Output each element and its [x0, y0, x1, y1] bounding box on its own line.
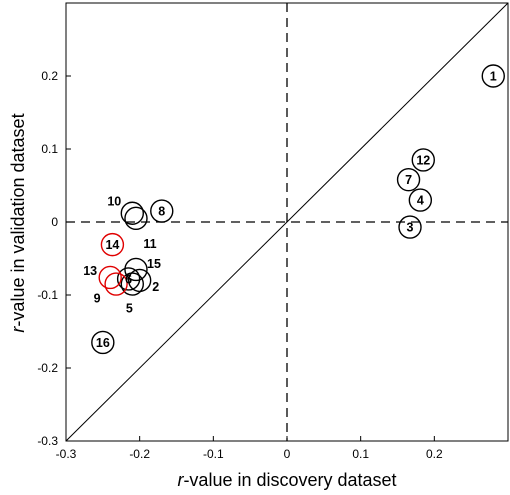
point-3-label: 3: [407, 221, 414, 235]
y-axis-title: r-value in validation dataset: [8, 113, 28, 332]
point-14-label: 14: [105, 238, 119, 252]
point-8-label: 8: [158, 205, 165, 219]
point-7-marker: [396, 167, 421, 192]
reference-lines: [65, 2, 509, 442]
point-9-label: 9: [94, 292, 101, 306]
point-4-marker: [408, 188, 433, 212]
point-11-marker: [124, 206, 148, 231]
x-tick-label: 0.2: [426, 447, 443, 461]
x-axis-title: r-value in discovery dataset: [177, 470, 396, 490]
point-1-label: 1: [490, 70, 497, 84]
y-tick-label: 0.1: [41, 142, 58, 156]
y-tick-label: -0.2: [37, 361, 58, 375]
point-8-marker: [150, 199, 174, 223]
point-7-label: 7: [405, 173, 412, 187]
point-4-label: 4: [417, 194, 424, 208]
point-3-marker: [398, 215, 422, 239]
point-5-label: 5: [126, 302, 133, 316]
point-12-label: 12: [416, 153, 430, 167]
x-tick-label: 0.1: [352, 447, 369, 461]
point-13-marker: [98, 265, 122, 290]
point-9-marker: [104, 272, 128, 296]
y-tick-label: -0.1: [37, 288, 58, 302]
point-2-label: 2: [152, 280, 159, 294]
x-tick-label: -0.2: [129, 447, 150, 461]
x-tick-label: 0: [284, 447, 291, 461]
point-15-marker: [124, 257, 148, 282]
x-tick-label: -0.3: [56, 447, 77, 461]
point-16-marker: [91, 330, 115, 355]
y-tick-label: 0: [51, 215, 58, 229]
point-14-marker: [100, 232, 125, 257]
point-10-marker: [120, 201, 145, 225]
point-16-label: 16: [96, 336, 110, 350]
y-tick-label: 0.2: [41, 69, 58, 83]
point-6-marker: [116, 267, 141, 291]
point-1-marker: [481, 64, 505, 88]
axes: -0.3 -0.2 -0.1 0 0.1 0.2 -0.3 -0.2 -0.1 0 0.1 0.2: [37, 2, 509, 461]
point-6-label: 6: [125, 272, 132, 286]
point-5-marker: [120, 272, 145, 296]
x-tick-label: -0.1: [203, 447, 224, 461]
point-11-label: 11: [143, 237, 156, 251]
point-15-label: 15: [147, 257, 161, 271]
identity-line: [65, 2, 509, 442]
point-10-label: 10: [107, 195, 121, 209]
point-13-label: 13: [83, 264, 97, 278]
y-tick-label: -0.3: [37, 434, 58, 448]
point-12-marker: [411, 148, 435, 172]
